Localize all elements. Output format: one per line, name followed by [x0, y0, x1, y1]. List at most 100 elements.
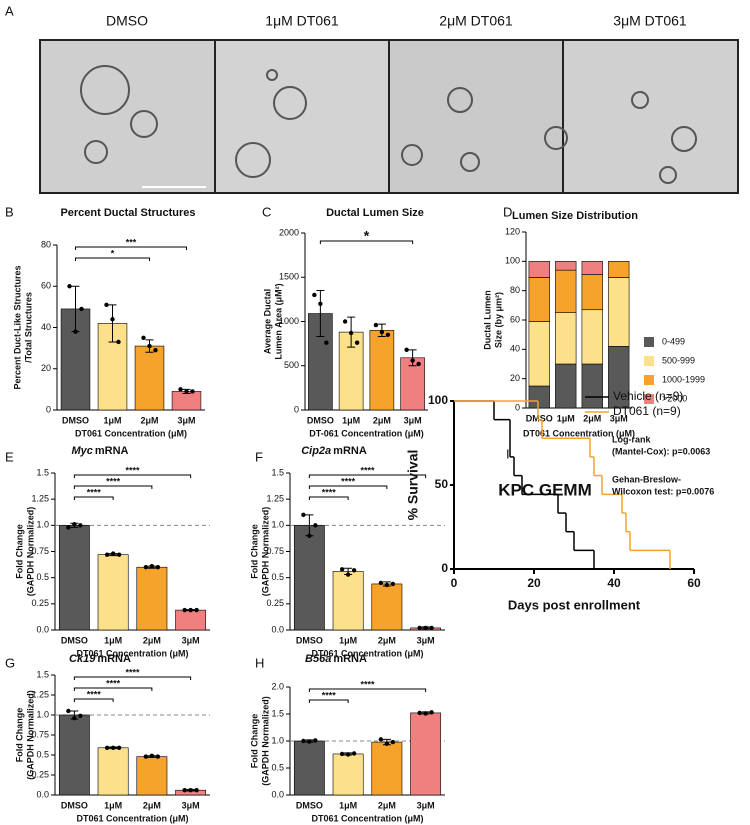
image-label: 1μM DT061: [265, 13, 339, 29]
chart-title: Percent Ductal Structures: [60, 207, 195, 219]
image-label: 3μM DT061: [613, 13, 687, 29]
data-point: [188, 607, 193, 613]
significance-label: ****: [322, 487, 337, 497]
y-tick-label: 1000: [279, 316, 299, 326]
data-point: [423, 625, 428, 631]
micrograph: [390, 41, 562, 192]
bar-segment: [581, 261, 603, 275]
y-axis-label: Fold Change: [249, 714, 259, 769]
bar-segment: [528, 385, 550, 409]
y-tick-label: 0.25: [31, 598, 49, 608]
data-point: [354, 340, 360, 345]
y-tick-label: 20: [510, 373, 520, 383]
y-tick-label: 1.5: [271, 467, 284, 477]
y-axis-label: /Total Structures: [23, 292, 33, 363]
y-axis-label: Average Ductal: [262, 289, 272, 354]
data-point: [390, 581, 396, 587]
bar-segment: [581, 363, 603, 409]
y-tick-label: 0: [294, 404, 299, 414]
chart-title: Ck19 mRNA: [69, 653, 131, 665]
annotation: (Mantel-Cox): p=0.0063: [612, 446, 710, 456]
significance-label: ***: [126, 237, 137, 247]
x-tick-label: 3μM: [417, 635, 435, 645]
organoids: [80, 65, 697, 184]
significance-bracket: [308, 699, 349, 703]
x-tick-label: 2μM: [378, 800, 396, 810]
x-tick-label: 1μM: [103, 415, 121, 425]
data-point: [72, 716, 77, 721]
chart-title: Cip2a mRNA: [301, 445, 367, 457]
data-point: [378, 737, 384, 742]
data-point: [78, 713, 83, 718]
data-point: [72, 522, 77, 527]
bar: [134, 345, 165, 411]
significance-bracket: [75, 257, 150, 261]
chart-panel: G Ck19 mRNA 0.0 0.25 0.5 0.75 1.0 1.25 1.5 Fold Ch…: [5, 653, 210, 823]
data-point: [190, 389, 195, 394]
y-tick-label: 1.0: [271, 735, 284, 745]
bar: [97, 554, 129, 631]
y-tick-label: 0.5: [271, 762, 284, 772]
bar-segment: [528, 321, 550, 387]
data-point: [178, 387, 183, 392]
significance-label: ****: [106, 678, 121, 688]
significance-bracket: [73, 687, 153, 691]
legend-label: DT061 (n=9): [613, 404, 681, 418]
data-point: [378, 580, 384, 586]
error-bar: [316, 290, 325, 338]
y-tick-label: 2.0: [271, 681, 284, 691]
x-axis-label: DT061 Concentration (μM): [76, 648, 188, 658]
data-point: [307, 533, 312, 538]
x-tick-label: DMSO: [526, 413, 553, 423]
y-axis-label: (GAPDH Normalized): [260, 507, 270, 597]
y-axis-label: Fold Change: [14, 708, 24, 763]
bar: [293, 525, 325, 631]
data-point: [155, 565, 161, 570]
x-axis-label: DT061 Concentration (μM): [311, 648, 423, 658]
bar: [369, 330, 395, 411]
data-point: [110, 551, 116, 556]
x-tick-label: DMSO: [61, 635, 88, 645]
y-tick-label: 60: [41, 281, 51, 291]
x-tick-label: DMSO: [307, 415, 334, 425]
y-tick-label: 1.0: [36, 520, 49, 530]
significance-bracket: [308, 688, 427, 692]
annotation: Gehan-Breslow-: [612, 474, 681, 484]
x-tick-label: DMSO: [296, 800, 323, 810]
significance-label: *: [111, 248, 115, 258]
micrograph: [564, 41, 737, 192]
data-point: [351, 568, 357, 573]
y-axis-label: % Survival: [405, 450, 421, 521]
significance-bracket: [75, 246, 187, 250]
data-point: [345, 572, 351, 577]
chart-title: Lumen Size Distribution: [512, 210, 638, 222]
data-point: [345, 752, 351, 757]
annotation: Log-rank: [612, 434, 651, 444]
x-tick-label: 2μM: [140, 415, 158, 425]
bar: [332, 753, 364, 796]
y-tick-label: 60: [510, 314, 520, 324]
significance-bracket: [308, 474, 427, 478]
y-axis-label: Fold Change: [14, 524, 24, 579]
data-point: [143, 565, 149, 570]
bar-segment: [608, 261, 630, 278]
y-tick-label: 40: [41, 322, 51, 332]
data-point: [116, 339, 121, 345]
x-tick-label: 1μM: [104, 635, 122, 645]
x-tick-label: 3μM: [610, 413, 628, 423]
x-axis-label: DT061 Concentration (μM): [76, 813, 188, 823]
legend-swatch: [644, 337, 654, 347]
significance-bracket: [308, 485, 388, 489]
bar-segment: [555, 261, 577, 271]
significance-bracket: [319, 240, 414, 244]
y-tick-label: 80: [510, 285, 520, 295]
data-point: [104, 552, 110, 557]
x-tick-label: 40: [607, 576, 621, 590]
y-tick-label: 0.75: [31, 729, 49, 739]
panel-letter: B: [5, 204, 14, 219]
x-tick-label: 1μM: [339, 635, 357, 645]
y-tick-label: 0: [515, 402, 520, 412]
x-tick-label: 0: [451, 576, 458, 590]
data-point: [339, 567, 345, 572]
bar: [58, 525, 90, 631]
